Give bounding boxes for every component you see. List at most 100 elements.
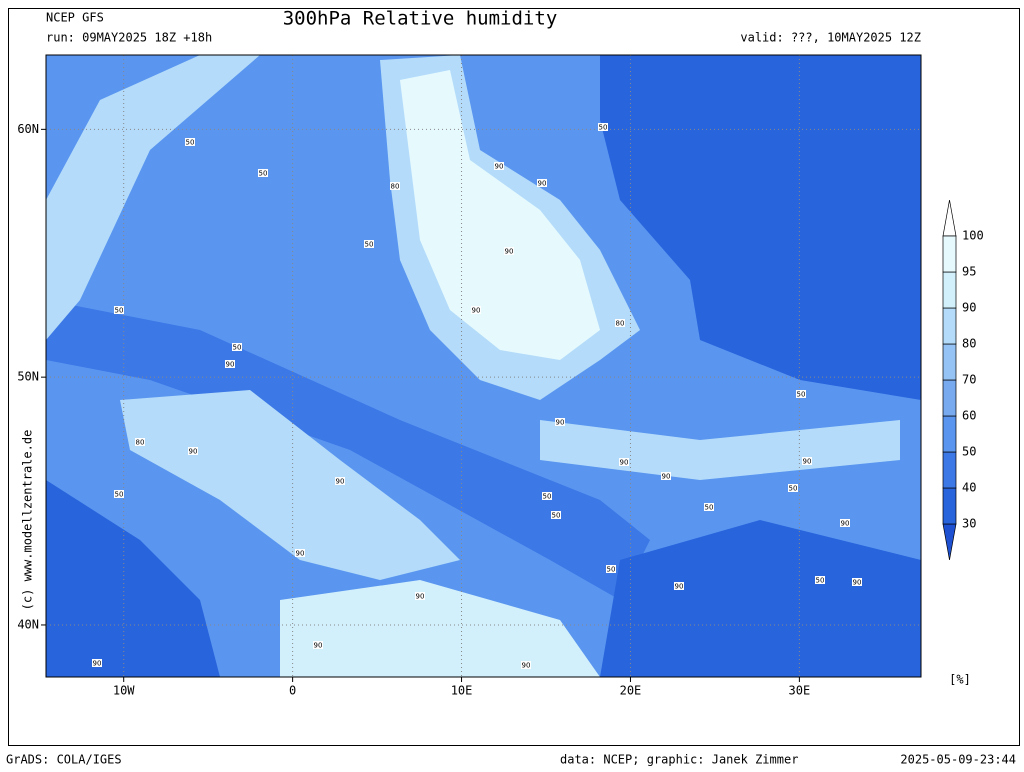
contour-label: 50 bbox=[115, 307, 124, 315]
contour-label: 50 bbox=[705, 504, 714, 512]
timestamp: 2025-05-09-23:44 bbox=[900, 753, 1016, 767]
contour-label: 90 bbox=[189, 448, 198, 456]
lon-tick-label: 10W bbox=[113, 684, 135, 698]
valid: valid: ???, 10MAY2025 12Z bbox=[740, 31, 921, 45]
contour-label: 90 bbox=[505, 248, 514, 256]
colorbar-swatch bbox=[942, 343, 957, 381]
outer-frame bbox=[8, 8, 1020, 746]
field bbox=[400, 70, 600, 360]
lat-tick-label: 40N bbox=[17, 617, 39, 631]
contour-label-box bbox=[258, 169, 268, 177]
colorbar-swatch bbox=[942, 415, 957, 453]
contour-label-box bbox=[114, 490, 124, 498]
colorbar-swatch bbox=[942, 379, 957, 417]
software: GrADS: COLA/IGES bbox=[6, 753, 122, 767]
contour-label-box bbox=[364, 240, 374, 248]
field bbox=[600, 520, 921, 677]
contour-label: 80 bbox=[391, 183, 400, 191]
lat-tick-label: 60N bbox=[17, 122, 39, 136]
lat-tick-label: 50N bbox=[17, 370, 39, 384]
contour-label: 50 bbox=[259, 170, 268, 178]
source: data: NCEP; graphic: Janek Zimmer bbox=[560, 753, 798, 767]
contour-label: 50 bbox=[233, 344, 242, 352]
colorbar-label: 95 bbox=[962, 265, 976, 279]
contour-label-box bbox=[815, 576, 825, 584]
contour-label: 80 bbox=[616, 320, 625, 328]
colorbar-swatch bbox=[942, 487, 957, 525]
humidity-field bbox=[46, 55, 921, 677]
lon-tick-label: 10E bbox=[451, 684, 473, 698]
contour-label: 50 bbox=[543, 493, 552, 501]
lon-tick-label: 30E bbox=[789, 684, 811, 698]
contour-label: 90 bbox=[841, 520, 850, 528]
field bbox=[46, 480, 220, 677]
contour-label-box bbox=[537, 179, 547, 187]
colorbar-label: 70 bbox=[962, 373, 976, 387]
contour-label-box bbox=[135, 438, 145, 446]
contour-label: 90 bbox=[620, 459, 629, 467]
contour-label-box bbox=[840, 519, 850, 527]
contour-label: 80 bbox=[136, 439, 145, 447]
contour-label: 50 bbox=[186, 139, 195, 147]
contour-label: 90 bbox=[314, 642, 323, 650]
contour-label-box bbox=[852, 578, 862, 586]
contour-label-box bbox=[606, 565, 616, 573]
contour-label-box bbox=[471, 306, 481, 314]
field bbox=[46, 300, 650, 600]
contour-label: 50 bbox=[115, 491, 124, 499]
contour-label-box bbox=[114, 306, 124, 314]
contour-label-box bbox=[295, 549, 305, 557]
contour-label: 50 bbox=[552, 512, 561, 520]
colorbar-label: 30 bbox=[962, 517, 976, 531]
contour-label: 90 bbox=[538, 180, 547, 188]
contour-label: 90 bbox=[336, 478, 345, 486]
lon-tick-label: 20E bbox=[620, 684, 642, 698]
contour-label: 50 bbox=[365, 241, 374, 249]
colorbar-swatch bbox=[942, 451, 957, 489]
contour-label: 50 bbox=[789, 485, 798, 493]
contour-label-box bbox=[619, 458, 629, 466]
run: run: 09MAY2025 18Z +18h bbox=[46, 31, 212, 45]
contour-label-box bbox=[185, 138, 195, 146]
contour-label-box bbox=[674, 582, 684, 590]
contour-label: 50 bbox=[816, 577, 825, 585]
colorbar-swatch bbox=[942, 307, 957, 345]
contour-label-box bbox=[555, 418, 565, 426]
contour-label: 50 bbox=[607, 566, 616, 574]
unit: [%] bbox=[949, 673, 971, 687]
title: 300hPa Relative humidity bbox=[283, 8, 558, 30]
contour-label-box bbox=[704, 503, 714, 511]
contour-label-box bbox=[802, 457, 812, 465]
contour-label-box bbox=[615, 319, 625, 327]
contour-labels: 50 50 80 50 90 90 50 90 50 50 90 90 80 80 90 90 90 50 90 90… bbox=[92, 123, 862, 670]
contour-label: 90 bbox=[556, 419, 565, 427]
contour-label-box bbox=[521, 661, 531, 669]
contour-label-box bbox=[788, 484, 798, 492]
contour-label-box bbox=[225, 360, 235, 368]
contour-label: 50 bbox=[599, 124, 608, 132]
colorbar-label: 80 bbox=[962, 337, 976, 351]
contour-label: 90 bbox=[662, 473, 671, 481]
contour-label-box bbox=[390, 182, 400, 190]
contour-label-box bbox=[494, 162, 504, 170]
contour-label-box bbox=[232, 343, 242, 351]
contour-label: 90 bbox=[522, 662, 531, 670]
contour-label-box bbox=[598, 123, 608, 131]
contour-label-box bbox=[313, 641, 323, 649]
colorbar: 30 40 50 60 70 80 90 95 100 bbox=[942, 199, 984, 561]
contour-label-box bbox=[504, 247, 514, 255]
colorbar-swatch bbox=[942, 271, 957, 309]
contour-label: 50 bbox=[797, 391, 806, 399]
contour-label: 90 bbox=[472, 307, 481, 315]
map-frame bbox=[45, 54, 922, 678]
contour-label: 90 bbox=[226, 361, 235, 369]
model: NCEP GFS bbox=[46, 11, 104, 25]
contour-label-box bbox=[92, 659, 102, 667]
contour-label: 90 bbox=[495, 163, 504, 171]
credit: (c) www.modellzentrale.de bbox=[21, 430, 35, 611]
field bbox=[280, 580, 600, 677]
contour-label: 90 bbox=[675, 583, 684, 591]
colorbar-label: 60 bbox=[962, 409, 976, 423]
grid bbox=[41, 55, 921, 682]
